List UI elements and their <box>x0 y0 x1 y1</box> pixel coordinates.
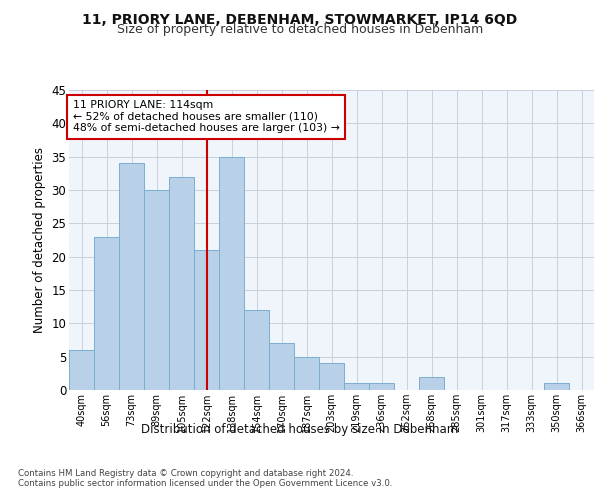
Bar <box>194 250 219 390</box>
Text: 11, PRIORY LANE, DEBENHAM, STOWMARKET, IP14 6QD: 11, PRIORY LANE, DEBENHAM, STOWMARKET, I… <box>82 12 518 26</box>
Text: 11 PRIORY LANE: 114sqm
← 52% of detached houses are smaller (110)
48% of semi-de: 11 PRIORY LANE: 114sqm ← 52% of detached… <box>73 100 340 133</box>
Text: Size of property relative to detached houses in Debenham: Size of property relative to detached ho… <box>117 24 483 36</box>
Bar <box>544 384 569 390</box>
Bar <box>419 376 444 390</box>
Bar <box>119 164 144 390</box>
Bar <box>69 350 94 390</box>
Bar <box>369 384 394 390</box>
Bar <box>244 310 269 390</box>
Bar <box>319 364 344 390</box>
Bar <box>94 236 119 390</box>
Y-axis label: Number of detached properties: Number of detached properties <box>33 147 46 333</box>
Text: Distribution of detached houses by size in Debenham: Distribution of detached houses by size … <box>142 422 458 436</box>
Text: Contains HM Land Registry data © Crown copyright and database right 2024.: Contains HM Land Registry data © Crown c… <box>18 469 353 478</box>
Bar <box>344 384 369 390</box>
Bar <box>219 156 244 390</box>
Bar <box>144 190 169 390</box>
Text: Contains public sector information licensed under the Open Government Licence v3: Contains public sector information licen… <box>18 479 392 488</box>
Bar <box>269 344 294 390</box>
Bar <box>294 356 319 390</box>
Bar <box>169 176 194 390</box>
